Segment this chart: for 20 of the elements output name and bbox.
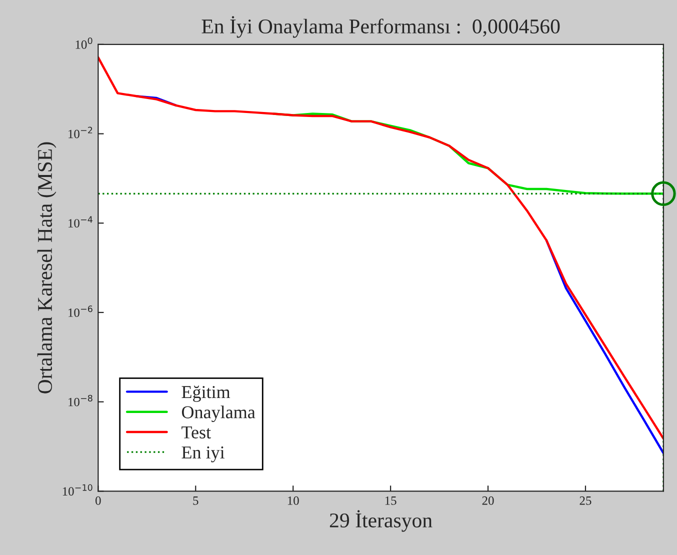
y-tick-label: 10$^{−6}$ bbox=[68, 306, 92, 317]
x-tick-label: 25 bbox=[580, 496, 592, 505]
x-tick-label: 20 bbox=[482, 496, 494, 505]
x-tick-label: 5 bbox=[193, 496, 198, 505]
legend-label: Eğitim bbox=[182, 386, 230, 402]
y-tick-label: 10$^{0}$ bbox=[76, 37, 92, 49]
y-tick-label: 10$^{−4}$ bbox=[68, 216, 92, 228]
legend-label: En iyi bbox=[182, 446, 225, 462]
y-tick-label: 10$^{−2}$ bbox=[68, 126, 92, 138]
legend-label: Test bbox=[182, 426, 211, 438]
legend-label: Onaylama bbox=[182, 406, 256, 422]
x-axis-title: 29 İterasyon bbox=[330, 510, 432, 532]
y-tick-label: 10$^{−10}$ bbox=[62, 484, 92, 496]
y-tick-label: 10$^{−8}$ bbox=[68, 394, 92, 406]
x-tick-label: 15 bbox=[385, 496, 396, 505]
line-series bbox=[98, 56, 664, 440]
y-axis-title: Ortalama Karesel Hata (MSE) bbox=[37, 142, 56, 394]
x-tick-label: 0 bbox=[96, 496, 101, 505]
x-tick-label: 10 bbox=[288, 496, 299, 505]
chart-title: En İyi Onaylama Performansı : 0,0004560 bbox=[202, 16, 560, 38]
